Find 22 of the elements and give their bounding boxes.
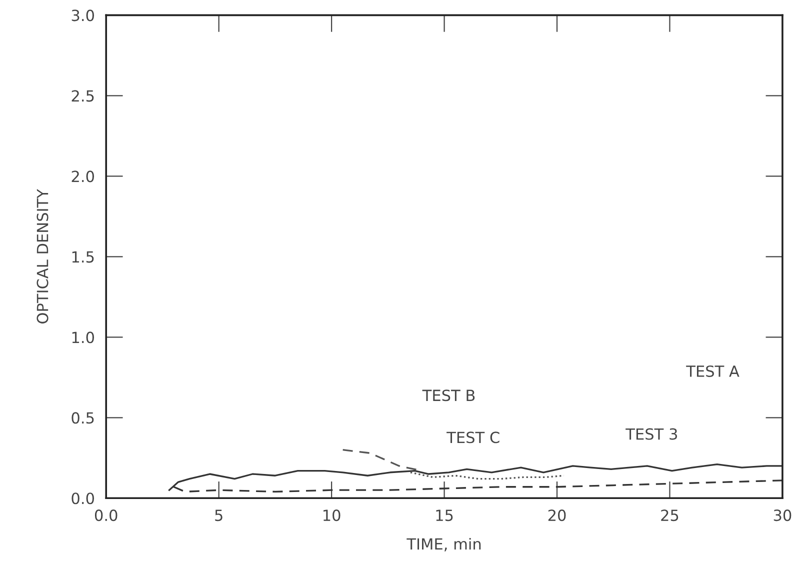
annotation: TEST A [686,365,740,378]
annotation: TEST C [446,432,500,444]
line-series [168,464,782,491]
x-tick-label: 25 [661,510,678,522]
x-axis-title: TIME, min [406,538,481,552]
x-tick-label: 0.0 [94,510,118,522]
y-tick-label: 1.5 [72,251,94,263]
x-tick-label: 5 [215,510,222,522]
y-tick-label: 2.5 [72,90,94,102]
y-axis-title: OPTICAL DENSITY [36,189,48,324]
annotation: TEST B [422,390,475,402]
y-tick-label: 1.0 [72,332,94,344]
y-tick-label: 0.0 [72,492,94,504]
x-tick-label: 15 [436,510,453,522]
y-tick-label: 2.0 [72,170,94,182]
x-tick-label: 20 [548,510,566,522]
x-tick-label: 30 [774,510,792,522]
y-tick-label: 3.0 [72,10,94,22]
line-series [410,472,565,480]
x-tick-label: 10 [324,510,340,522]
y-tick-label: 0.5 [72,412,94,424]
annotation: TEST 3 [626,428,677,440]
